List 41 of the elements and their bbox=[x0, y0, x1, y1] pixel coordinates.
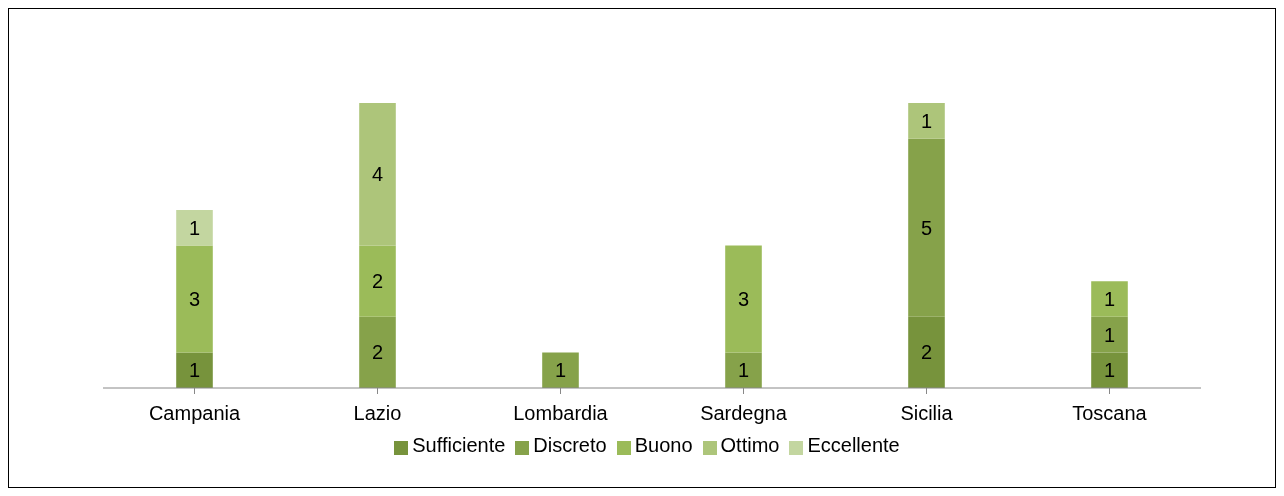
data-label: 2 bbox=[371, 270, 384, 293]
data-label: 1 bbox=[1103, 288, 1116, 311]
data-label: 2 bbox=[920, 341, 933, 364]
data-label: 1 bbox=[920, 109, 933, 132]
x-tick-label: Lazio bbox=[353, 402, 402, 425]
x-tick-label: Lombardia bbox=[513, 402, 609, 425]
data-label: 4 bbox=[371, 163, 384, 186]
legend-label: Ottimo bbox=[720, 434, 780, 456]
bar bbox=[908, 103, 945, 139]
bar bbox=[359, 316, 396, 388]
data-label: 1 bbox=[1103, 359, 1116, 382]
data-label: 5 bbox=[920, 216, 933, 239]
bar bbox=[542, 352, 579, 388]
bar bbox=[1091, 281, 1128, 317]
bar bbox=[908, 316, 945, 388]
data-label: 1 bbox=[554, 359, 567, 382]
legend-label: Buono bbox=[634, 434, 693, 456]
data-label: 1 bbox=[737, 359, 750, 382]
data-label: 1 bbox=[188, 359, 201, 382]
legend-label: Eccellente bbox=[807, 434, 900, 456]
legend-label: Discreto bbox=[533, 434, 607, 456]
data-label: 1 bbox=[1103, 323, 1116, 346]
x-tick-label: Toscana bbox=[1072, 402, 1148, 425]
bar bbox=[1091, 352, 1128, 388]
bar bbox=[908, 138, 945, 317]
bar bbox=[1091, 316, 1128, 353]
bar bbox=[359, 103, 396, 246]
x-tick-label: Campania bbox=[148, 402, 241, 425]
x-tick-label: Sicilia bbox=[900, 402, 954, 425]
bar bbox=[359, 245, 396, 317]
bar bbox=[725, 245, 762, 353]
bar bbox=[176, 245, 213, 353]
data-label: 2 bbox=[371, 341, 384, 364]
data-label: 3 bbox=[737, 288, 750, 311]
data-label: 1 bbox=[188, 216, 201, 239]
bar bbox=[176, 209, 213, 246]
x-tick-label: Sardegna bbox=[700, 402, 788, 425]
bar bbox=[176, 352, 213, 388]
data-label: 3 bbox=[188, 288, 201, 311]
bar bbox=[725, 352, 762, 388]
legend-label: Sufficiente bbox=[412, 434, 506, 456]
